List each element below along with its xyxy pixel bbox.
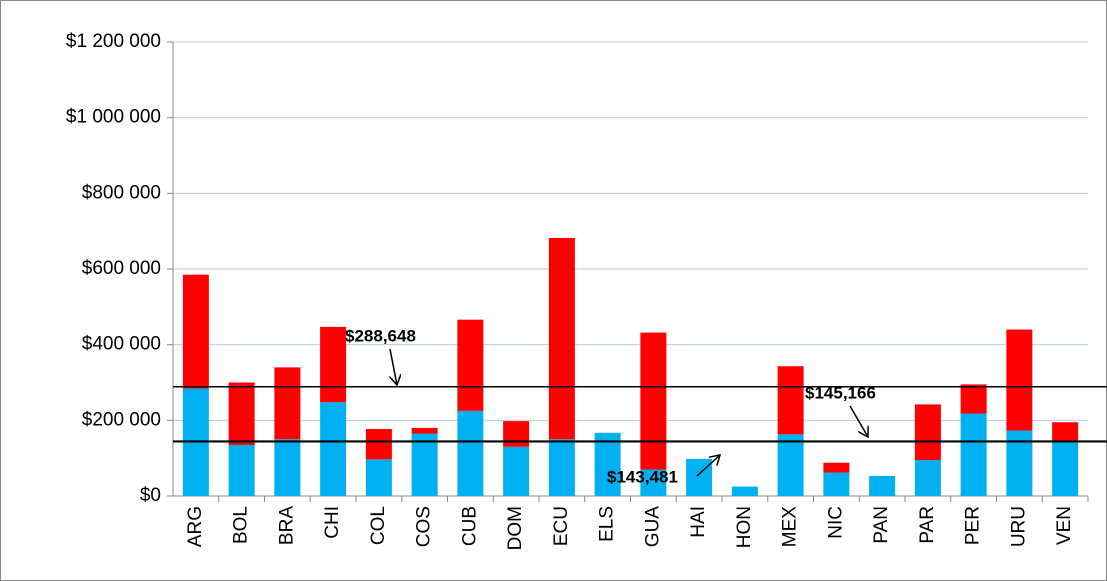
y-tick-label: $1 000 000 — [66, 107, 161, 128]
x-tick-label: BOL — [231, 506, 252, 544]
bar-segment — [548, 237, 575, 440]
bar-segment — [914, 460, 941, 496]
x-tick-label: ECU — [551, 506, 572, 546]
annotation-arrow — [849, 405, 868, 437]
x-tick-label: COS — [414, 506, 435, 547]
bar-segment — [411, 427, 438, 434]
bar-segment — [320, 326, 347, 403]
x-tick-label: PAR — [917, 506, 938, 544]
reference-label: $143,481 — [607, 467, 678, 486]
x-tick-label: PAN — [871, 506, 892, 544]
y-tick-label: $1 200 000 — [66, 31, 161, 52]
bar-segment — [274, 439, 301, 496]
bar-segment — [1052, 422, 1079, 442]
x-tick-label: ELS — [597, 506, 618, 542]
bar-segment — [777, 434, 804, 496]
bar-segment — [503, 446, 530, 496]
bar-segment — [1052, 441, 1079, 496]
bar-segment — [960, 413, 987, 496]
x-tick-label: MEX — [780, 506, 801, 548]
bar-segment — [594, 432, 621, 496]
bar-segment — [640, 332, 667, 470]
bar-segment — [182, 274, 209, 389]
bar-segment — [869, 475, 896, 496]
bar-segment — [960, 384, 987, 414]
annotation-arrow — [390, 348, 397, 385]
bar-segment — [228, 444, 255, 496]
x-tick-label: CUB — [459, 506, 480, 546]
y-tick-label: $400 000 — [82, 334, 161, 355]
y-tick-label: $600 000 — [82, 258, 161, 279]
bar-segment — [228, 382, 255, 445]
bar-segment — [548, 439, 575, 496]
bar-segment — [503, 421, 530, 447]
y-tick-label: $0 — [140, 485, 161, 506]
x-tick-label: BRA — [276, 506, 297, 545]
x-tick-label: COL — [368, 506, 389, 545]
bar-segment — [365, 429, 392, 460]
bar-segment — [914, 404, 941, 461]
annotation-arrow — [696, 455, 720, 477]
bar-segment — [731, 486, 758, 496]
x-tick-label: HAI — [688, 506, 709, 538]
x-tick-label: URU — [1008, 506, 1029, 547]
bar-segment — [640, 469, 667, 496]
bar-segment — [457, 410, 484, 496]
bar-segment — [365, 459, 392, 496]
bar-segment — [777, 366, 804, 435]
x-tick-label: VEN — [1054, 506, 1075, 545]
x-tick-label: ARG — [185, 506, 206, 547]
reference-label: $145,166 — [805, 383, 876, 402]
bar-segment — [686, 458, 713, 496]
x-tick-label: NIC — [825, 506, 846, 539]
y-tick-label: $800 000 — [82, 182, 161, 203]
bar-segment — [457, 319, 484, 411]
reference-label: $288,648 — [345, 326, 416, 345]
x-tick-label: GUA — [642, 506, 663, 548]
bar-segment — [320, 402, 347, 496]
y-tick-label: $200 000 — [82, 409, 161, 430]
x-tick-label: CHI — [322, 506, 343, 539]
x-tick-label: PER — [963, 506, 984, 545]
bar-segment — [823, 462, 850, 473]
bar-segment — [823, 472, 850, 496]
x-tick-label: HON — [734, 506, 755, 548]
bar-segment — [274, 367, 301, 440]
bar-segment — [1006, 329, 1033, 431]
x-tick-label: DOM — [505, 506, 526, 550]
bar-segment — [411, 433, 438, 496]
